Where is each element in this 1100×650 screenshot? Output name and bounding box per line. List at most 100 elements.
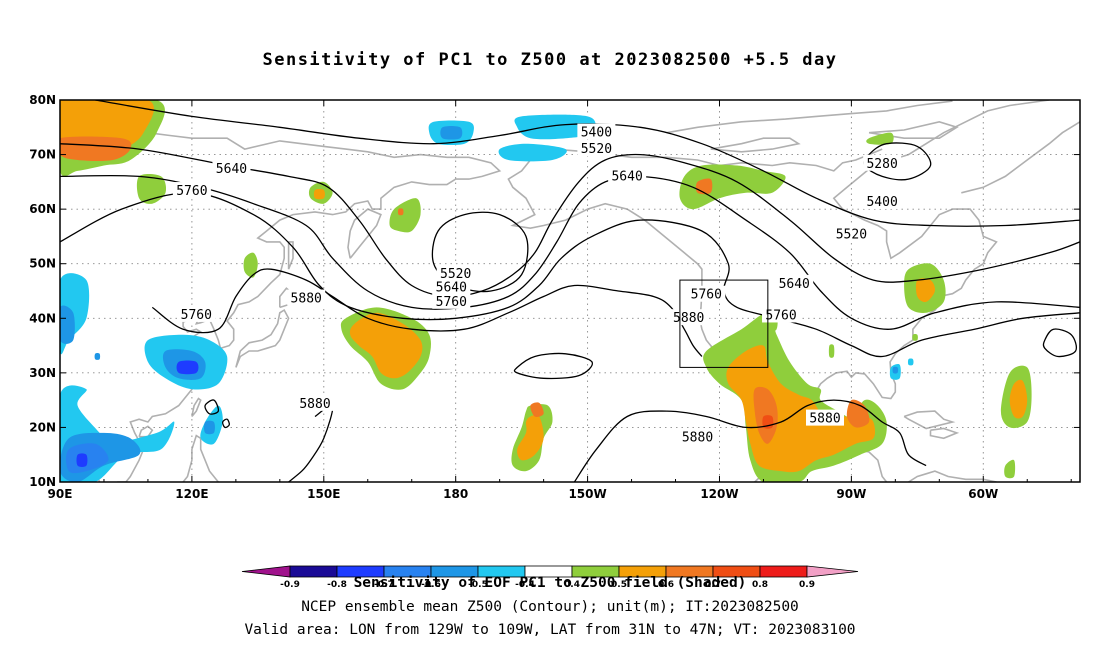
x-tick-label: 120E xyxy=(175,487,208,501)
plot-frame xyxy=(59,99,1081,483)
sensitivity-region xyxy=(60,305,75,344)
coastline-segment xyxy=(191,397,202,418)
sensitivity-region xyxy=(514,114,596,140)
contour-label: 5880 xyxy=(809,412,840,427)
contour-label-mask xyxy=(608,167,647,184)
sensitivity-region xyxy=(530,402,544,417)
sensitivity-region xyxy=(679,164,786,210)
z500-contour-line xyxy=(60,143,1080,298)
contour-label-mask xyxy=(863,154,902,171)
x-tick-label: 150E xyxy=(307,487,340,501)
y-tick-label: 70N xyxy=(29,148,56,162)
y-tick-label: 60N xyxy=(29,202,56,216)
sensitivity-region xyxy=(176,360,199,375)
y-tick-label: 20N xyxy=(29,420,56,434)
sensitivity-region xyxy=(76,453,88,467)
contour-label-mask xyxy=(832,225,871,242)
sensitivity-region xyxy=(1009,379,1028,419)
contour-label: 5880 xyxy=(299,397,330,412)
coastline-segment xyxy=(347,208,382,259)
colorbar-label: -0.8 xyxy=(327,580,347,590)
coastline-segment xyxy=(507,148,883,366)
contour-label-mask xyxy=(687,285,726,302)
contour-label-mask xyxy=(177,305,216,322)
colorbar-label: -0.7 xyxy=(374,580,394,590)
coastline-segment xyxy=(182,434,219,482)
colorbar-label: 0.9 xyxy=(799,580,815,590)
sensitivity-region xyxy=(349,312,423,379)
sensitivity-region xyxy=(243,252,258,278)
z500-closed-contour xyxy=(1042,328,1078,358)
sensitivity-region xyxy=(94,353,101,360)
contour-label: 5520 xyxy=(581,142,612,157)
y-tick-label: 10N xyxy=(29,475,56,489)
contour-label-mask xyxy=(577,123,616,140)
footer-contour-description: NCEP ensemble mean Z500 (Contour); unit(… xyxy=(301,599,799,615)
x-tick-label: 60W xyxy=(968,487,998,501)
sensitivity-region xyxy=(846,399,870,428)
z500-closed-contour xyxy=(221,418,230,429)
coastline-segment xyxy=(903,410,956,430)
sensitivity-region xyxy=(907,358,914,366)
contour-label-mask xyxy=(436,264,475,281)
sensitivity-region xyxy=(866,132,894,145)
sensitivity-region xyxy=(440,125,463,140)
x-tick-label: 120W xyxy=(700,487,738,501)
colorbar-label: 0.5 xyxy=(611,580,627,590)
sensitivity-region xyxy=(892,366,899,374)
sensitivity-region xyxy=(203,420,215,435)
sensitivity-region xyxy=(397,208,404,216)
coastline-segment xyxy=(235,308,290,368)
coastline-segment xyxy=(961,121,1080,194)
colorbar-label: -0.5 xyxy=(468,580,488,590)
colorbar-label: 0.4 xyxy=(564,580,580,590)
footer-shading-description: Sensitivity of EOF PC1 to Z500 field (Sh… xyxy=(353,575,747,591)
y-tick-label: 40N xyxy=(29,311,56,325)
z500-closed-contour xyxy=(513,352,594,380)
contour-label-mask xyxy=(775,274,814,291)
coastline-segment xyxy=(287,241,294,270)
contour-label: 5760 xyxy=(436,295,467,310)
colorbar-label: 0.6 xyxy=(658,580,674,590)
z500-closed-contour xyxy=(204,399,220,415)
colorbar-label: -0.6 xyxy=(421,580,441,590)
coastline-segment xyxy=(666,100,953,134)
contour-label: 5760 xyxy=(176,184,207,199)
colorbar-label: 0.8 xyxy=(752,580,768,590)
coastline-segment xyxy=(868,120,959,139)
sensitivity-region xyxy=(915,278,936,303)
contour-label-mask xyxy=(432,278,471,295)
colorbar-label: -0.9 xyxy=(280,580,300,590)
colorbar-label: -0.4 xyxy=(515,580,535,590)
x-tick-label: 90E xyxy=(48,487,73,501)
contour-label: 5640 xyxy=(779,277,810,292)
y-tick-label: 80N xyxy=(29,93,56,107)
x-tick-label: 150W xyxy=(568,487,606,501)
contour-label: 5880 xyxy=(291,292,322,307)
contour-label-mask xyxy=(212,160,251,177)
z500-contour-line xyxy=(288,404,334,482)
contour-label: 5880 xyxy=(682,431,713,446)
y-tick-label: 50N xyxy=(29,257,56,271)
contour-label: 5760 xyxy=(181,308,212,323)
contour-label-mask xyxy=(863,192,902,209)
contour-label: 5520 xyxy=(836,228,867,243)
contour-label-mask xyxy=(296,394,334,411)
contour-label-mask xyxy=(806,409,844,426)
contour-label: 5520 xyxy=(440,267,471,282)
contour-label-mask xyxy=(678,428,717,445)
contour-labels: 5400552056405640576052805400552055205640… xyxy=(172,123,902,446)
x-tick-label: 180 xyxy=(443,487,468,501)
sensitivity-region xyxy=(313,189,325,200)
x-tick-label: 90W xyxy=(836,487,866,501)
z500-contour-line xyxy=(573,399,927,482)
sensitivity-region xyxy=(912,333,918,341)
contour-label-mask xyxy=(287,289,326,306)
coastline-segment xyxy=(710,137,801,153)
z500-contour-line xyxy=(60,192,1080,358)
contour-label: 5640 xyxy=(216,162,247,177)
sensitivity-region xyxy=(753,386,778,444)
z500-contour-line xyxy=(151,268,703,357)
z500-contours xyxy=(60,100,1080,482)
